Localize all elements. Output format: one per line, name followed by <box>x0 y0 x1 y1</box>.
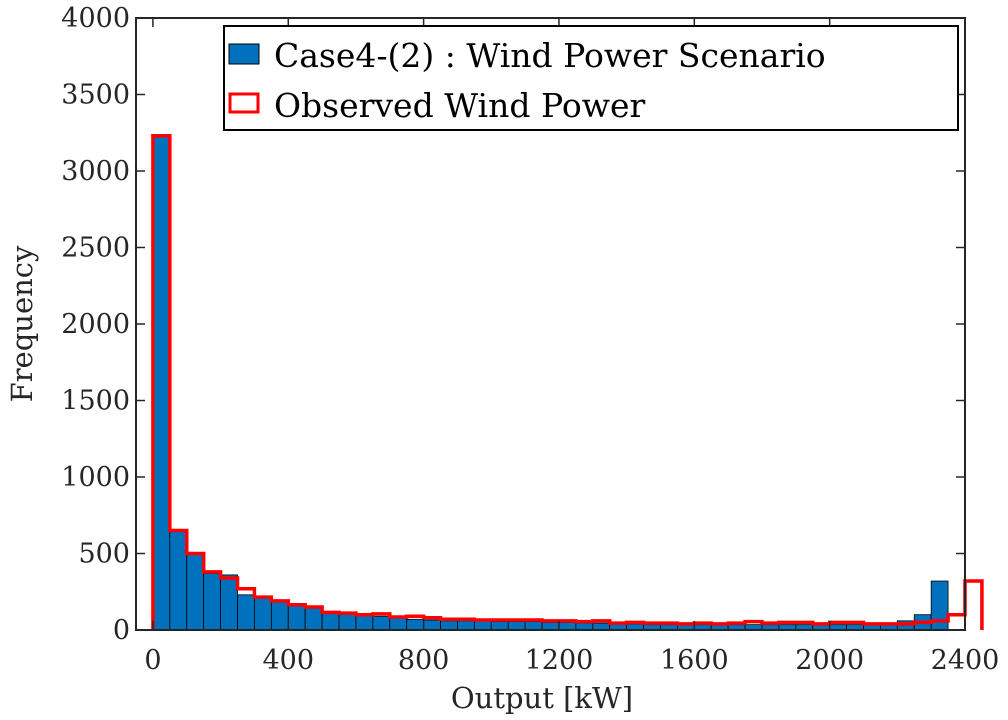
histogram-bar <box>220 574 238 631</box>
y-tick-label: 0 <box>113 615 130 646</box>
x-tick-label: 800 <box>398 645 450 676</box>
legend-label-scenario: Case4-(2) : Wind Power Scenario <box>274 36 826 75</box>
legend-swatch-scenario <box>228 43 260 65</box>
x-tick-label: 1600 <box>660 645 729 676</box>
y-tick-label: 1500 <box>61 386 130 417</box>
y-tick-label: 2000 <box>61 309 130 340</box>
y-tick-label: 3500 <box>61 80 130 111</box>
histogram-bar <box>304 606 323 631</box>
y-axis-label: Frequency <box>5 245 39 402</box>
x-tick-label: 0 <box>144 645 161 676</box>
histogram-bar <box>930 580 949 631</box>
histogram-bar <box>524 621 543 631</box>
histogram-bar <box>287 603 306 631</box>
histogram-bar <box>237 594 255 631</box>
y-tick-label: 1000 <box>61 462 130 493</box>
histogram-bar <box>372 615 391 631</box>
histogram-bar <box>423 619 441 631</box>
y-axis: 0 500 1000 1500 2000 2500 3000 3500 4000 <box>61 3 965 646</box>
histogram-bar <box>406 618 425 631</box>
legend: Case4-(2) : Wind Power Scenario Observed… <box>223 25 959 131</box>
histogram-bar <box>203 572 221 631</box>
legend-swatch-observed <box>228 92 260 114</box>
histogram-bar <box>186 553 205 631</box>
legend-label-observed: Observed Wind Power <box>274 86 645 125</box>
histogram-bar <box>507 621 526 631</box>
histogram-bar <box>338 613 357 631</box>
observed-outline <box>151 134 984 630</box>
histogram-bar <box>152 135 171 631</box>
histogram-bar <box>575 622 594 631</box>
x-tick-label: 2000 <box>795 645 864 676</box>
histogram-bar <box>169 530 188 631</box>
histogram-bar <box>254 597 272 631</box>
x-axis: 0 400 800 1200 1600 2000 2400 <box>144 18 999 676</box>
histogram-bar <box>270 599 289 631</box>
y-tick-label: 500 <box>78 539 130 570</box>
histogram-bar <box>490 621 509 631</box>
y-tick-label: 4000 <box>61 3 130 34</box>
x-axis-label: Output [kW] <box>451 681 633 715</box>
histogram-bar <box>457 620 475 631</box>
histogram-bar <box>541 621 560 631</box>
x-tick-label: 2400 <box>931 645 1000 676</box>
histogram-bar <box>473 620 492 631</box>
y-tick-label: 2500 <box>61 233 130 264</box>
histogram-bar <box>355 615 374 631</box>
histogram-bar <box>592 622 611 631</box>
x-tick-label: 400 <box>262 645 314 676</box>
histogram-bar <box>440 620 458 631</box>
observed-stairs-line <box>151 134 984 630</box>
histogram-bar <box>558 621 577 631</box>
scenario-bars <box>152 135 949 631</box>
histogram-bar <box>389 617 408 631</box>
y-tick-label: 3000 <box>61 156 130 187</box>
legend-box <box>223 25 959 131</box>
histogram-bar <box>321 612 340 631</box>
x-tick-label: 1200 <box>525 645 594 676</box>
